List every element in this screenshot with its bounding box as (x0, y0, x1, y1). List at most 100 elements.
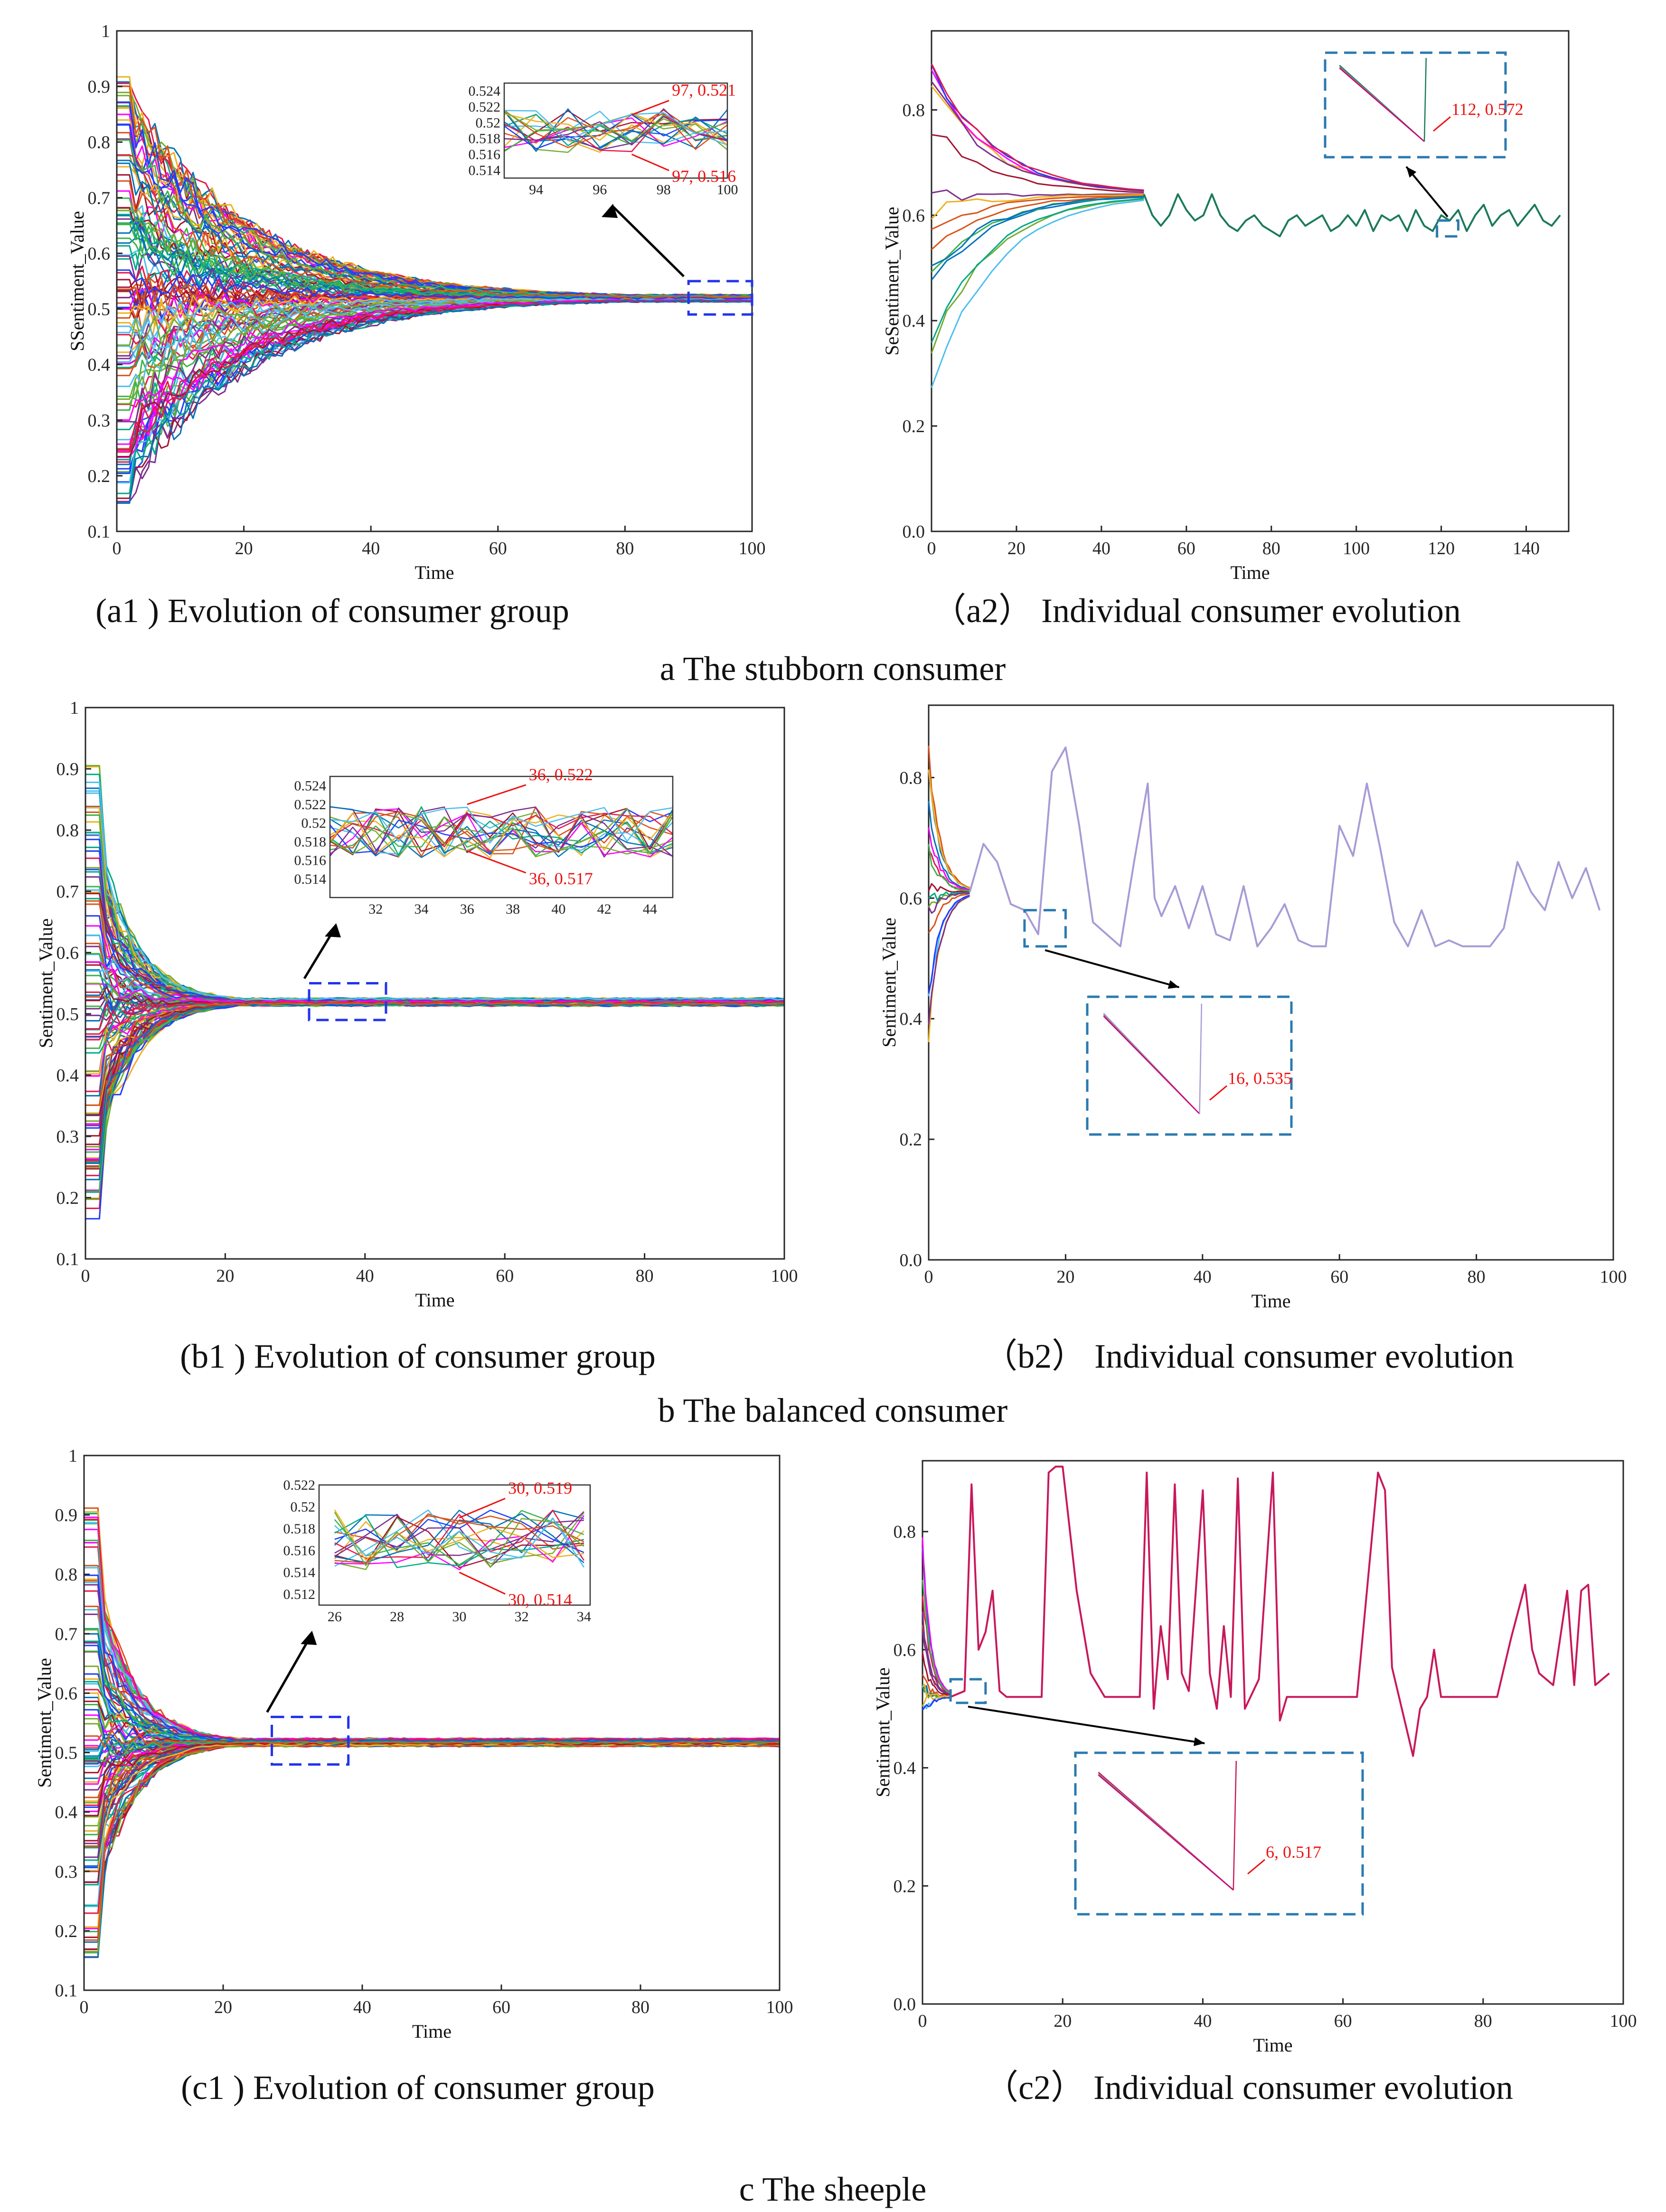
b1-series-line (85, 1002, 784, 1106)
a1-inset-y-tick-label: 0.514 (469, 162, 501, 178)
b1-series-line (85, 1002, 784, 1122)
b1-series-line (85, 1002, 784, 1167)
c1-series-line (84, 1633, 780, 1743)
a1-series-line (117, 299, 752, 457)
a2-early-series-line (931, 196, 1144, 266)
a1-inset-series-group (504, 108, 727, 153)
c1-caption: (c1 ) Evolution of consumer group (181, 2069, 655, 2107)
b2-caption: （b2） Individual consumer evolution (983, 1337, 1514, 1375)
b2-series-group (928, 746, 1601, 1042)
c1-inset-x-tick-label: 34 (577, 1609, 591, 1625)
b1-series-line (85, 1002, 784, 1159)
a2-caption: （a2） Individual consumer evolution (932, 592, 1461, 630)
c1-inset-series-line (334, 1515, 584, 1569)
c1-y-tick-label: 0.8 (55, 1565, 78, 1585)
b1-inset-y-tick-label: 0.524 (294, 778, 327, 794)
a2-early-series-line (931, 194, 1144, 220)
c1-series-line (84, 1743, 780, 1928)
b1-y-tick-label: 0.8 (56, 821, 79, 841)
a1-x-tick-label: 20 (235, 539, 253, 558)
b1-series-line (85, 1002, 784, 1125)
a1-series-line (117, 297, 752, 336)
b2-x-tick-label: 80 (1468, 1267, 1486, 1287)
c2-early-series-line (922, 1696, 951, 1710)
a1-x-tick-label: 0 (113, 539, 122, 558)
a2-early-series-line (931, 199, 1144, 388)
a1-y-tick-label: 0.5 (88, 300, 111, 320)
c1-x-tick-label: 0 (80, 1997, 89, 2017)
c1-series-line (84, 1742, 780, 1867)
c1-y-tick-label: 0.4 (55, 1803, 78, 1823)
a2-inset-series-line (1423, 57, 1427, 142)
b1-axes-frame (85, 707, 785, 1260)
b1-series-line (85, 1002, 784, 1161)
a1-zoom-region-box (687, 280, 753, 316)
c2-y-tick-label: 0.6 (894, 1640, 916, 1660)
b1-y-tick-label: 0.7 (56, 882, 79, 902)
a1-x-axis-label: Time (414, 562, 454, 583)
b2-early-series-line (928, 844, 970, 892)
c1-inset-series-line (334, 1511, 584, 1556)
b1-series-line (85, 898, 784, 1003)
a1-series-line (117, 299, 752, 458)
a2-x-tick-label: 140 (1513, 539, 1540, 558)
c1-panel: 0 20 40 60 80 100 0.1 0.2 0.3 0.4 0.5 0.6 0.7 0.8 0.9 1… (34, 1446, 793, 2107)
c2-early-series-line (922, 1631, 951, 1696)
c1-y-axis-label: Sentiment_Value (34, 1658, 55, 1787)
a1-inset-y-tick-label: 0.524 (469, 84, 501, 99)
b1-zoom-arrow-head (325, 923, 341, 937)
b1-series-line (85, 1002, 784, 1114)
b1-series-line (85, 1002, 784, 1148)
a2-series-group (931, 63, 1561, 388)
c1-inset-y-tick-label: 0.516 (283, 1543, 316, 1559)
section-caption-c: c The sheeple (739, 2170, 927, 2208)
c1-series-line (84, 1584, 780, 1742)
a2-annotation-arrow (1433, 116, 1451, 132)
b1-inset-series-group (330, 806, 673, 859)
c1-inset-y-tick-label: 0.52 (291, 1499, 316, 1515)
b1-inset-y-tick-label: 0.522 (294, 797, 327, 813)
b1-series-line (85, 1003, 784, 1209)
c1-series-group (84, 1507, 780, 1958)
c1-series-line (84, 1742, 780, 1849)
a1-y-tick-label: 0.1 (88, 522, 111, 542)
a1-inset-y-tick-label: 0.52 (476, 115, 501, 131)
a2-axes-frame (931, 30, 1570, 532)
b1-y-tick-label: 0.1 (56, 1249, 79, 1269)
b2-inset: 16, 0.535 (1086, 995, 1293, 1136)
a1-inset-series-line (504, 110, 727, 150)
b2-early-series-line (928, 769, 970, 889)
b1-inset-x-tick-label: 34 (414, 901, 429, 917)
a1-inset-y-tick-label: 0.522 (469, 99, 501, 115)
c2-y-tick-label: 0.0 (894, 1995, 916, 2014)
a1-x-tick-label: 80 (616, 539, 634, 558)
a1-inset-series-line (504, 113, 727, 146)
b2-y-tick-label: 0.6 (900, 889, 922, 908)
b1-inset-series-line (330, 813, 673, 848)
c2-x-tick-label: 60 (1334, 2011, 1352, 2031)
c1-series-line (84, 1742, 780, 1872)
b1-inset-series-line (330, 812, 673, 859)
a2-y-tick-label: 0.4 (903, 311, 925, 331)
a1-caption: (a1 ) Evolution of consumer group (95, 592, 569, 630)
a1-zoom-arrow-head (602, 204, 618, 218)
c1-series-line (84, 1742, 780, 1869)
c1-y-tick-label: 0.3 (55, 1862, 78, 1882)
b1-series-line (85, 782, 784, 1001)
a2-inset-series-line (1339, 67, 1425, 142)
c2-x-tick-label: 20 (1054, 2011, 1072, 2031)
c1-series-line (84, 1730, 780, 1748)
a2-panel: 0 20 40 60 80 100 120 140 0.0 0.2 0.4 0.6 0.8 Time SeS… (881, 30, 1570, 630)
b1-y-tick-label: 0.6 (56, 943, 79, 963)
b1-y-axis-label: Sentiment_Value (35, 918, 56, 1048)
a2-y-tick-label: 0.8 (903, 100, 925, 120)
a1-series-line (117, 300, 752, 483)
c1-series-line (84, 1743, 780, 1914)
b1-series-line (85, 1003, 784, 1193)
c1-inset-x-tick-label: 32 (515, 1609, 529, 1625)
b1-caption: (b1 ) Evolution of consumer group (180, 1337, 656, 1375)
b1-x-axis-label: Time (415, 1289, 454, 1311)
c1-series-line (84, 1742, 780, 1844)
